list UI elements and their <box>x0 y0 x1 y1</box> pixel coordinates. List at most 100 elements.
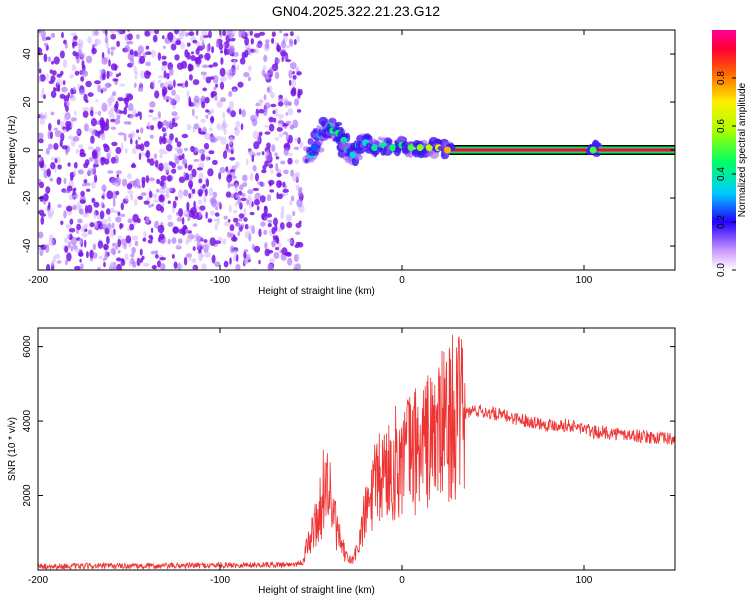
chart-title: GN04.2025.322.21.23.G12 <box>272 3 440 19</box>
noise-speckle <box>171 254 175 259</box>
noise-speckle <box>133 82 137 89</box>
noise-speckle <box>252 187 259 192</box>
noise-speckle <box>66 101 70 107</box>
noise-speckle <box>156 188 160 193</box>
noise-speckle <box>38 132 44 139</box>
noise-speckle <box>112 199 116 207</box>
noise-speckle <box>232 171 235 178</box>
noise-speckle <box>182 158 187 166</box>
noise-speckle <box>233 217 239 223</box>
noise-speckle <box>277 242 282 248</box>
noise-speckle <box>130 137 133 145</box>
noise-speckle <box>187 164 193 171</box>
noise-speckle <box>104 252 108 260</box>
noise-speckle <box>243 71 250 78</box>
noise-speckle <box>149 101 156 108</box>
signal-halo <box>592 152 601 158</box>
noise-speckle <box>193 123 200 130</box>
noise-speckle <box>117 132 125 136</box>
noise-speckle <box>238 218 243 222</box>
noise-speckle <box>81 231 88 238</box>
noise-speckle <box>294 159 300 165</box>
noise-speckle <box>103 243 109 251</box>
noise-speckle <box>205 114 209 119</box>
noise-speckle <box>151 203 155 207</box>
noise-speckle <box>290 88 297 97</box>
noise-speckle <box>116 174 120 178</box>
noise-speckle <box>70 117 77 122</box>
noise-speckle <box>214 222 218 231</box>
noise-speckle <box>191 258 197 264</box>
noise-speckle <box>286 221 293 229</box>
noise-speckle <box>281 247 288 256</box>
noise-speckle <box>45 147 50 155</box>
noise-speckle <box>163 45 166 49</box>
noise-speckle <box>200 95 206 105</box>
noise-speckle <box>205 109 210 113</box>
noise-speckle <box>89 222 95 228</box>
noise-speckle <box>285 214 292 222</box>
noise-speckle <box>110 248 116 255</box>
noise-speckle <box>181 133 189 139</box>
noise-speckle <box>71 64 77 72</box>
noise-speckle <box>161 127 166 133</box>
noise-speckle <box>211 46 215 54</box>
noise-speckle <box>219 166 226 174</box>
noise-speckle <box>252 165 257 172</box>
noise-speckle <box>48 123 52 131</box>
noise-speckle <box>279 30 283 34</box>
noise-speckle <box>174 94 181 103</box>
noise-speckle <box>243 258 249 265</box>
noise-speckle <box>154 90 160 99</box>
noise-speckle <box>136 129 140 134</box>
noise-speckle <box>287 157 293 165</box>
noise-speckle <box>298 88 303 96</box>
noise-speckle <box>271 37 275 44</box>
noise-speckle <box>42 193 49 202</box>
noise-speckle <box>283 169 289 175</box>
noise-speckle <box>124 44 131 53</box>
noise-speckle <box>222 43 226 48</box>
noise-speckle <box>94 80 101 85</box>
noise-speckle <box>167 214 173 220</box>
noise-speckle <box>72 188 75 193</box>
noise-speckle <box>98 255 103 260</box>
noise-speckle <box>218 201 221 207</box>
noise-speckle <box>192 266 197 270</box>
noise-speckle <box>193 95 200 103</box>
noise-speckle <box>38 47 41 55</box>
noise-speckle <box>203 239 208 243</box>
noise-speckle <box>267 219 273 223</box>
noise-speckle <box>269 189 275 193</box>
signal-halo <box>365 148 374 154</box>
noise-speckle <box>275 57 281 64</box>
signal-halo <box>381 137 387 142</box>
noise-speckle <box>77 83 81 90</box>
noise-speckle <box>60 220 64 225</box>
noise-speckle <box>148 121 151 131</box>
noise-speckle <box>237 81 244 88</box>
noise-speckle <box>38 68 42 74</box>
noise-speckle <box>267 223 272 228</box>
noise-speckle <box>266 142 271 149</box>
noise-speckle <box>288 69 293 79</box>
noise-speckle <box>50 162 56 170</box>
noise-speckle <box>281 205 285 214</box>
noise-speckle <box>90 118 97 127</box>
noise-speckle <box>253 33 261 38</box>
noise-speckle <box>87 229 93 235</box>
noise-speckle <box>151 265 157 270</box>
noise-speckle <box>47 56 52 63</box>
noise-speckle <box>106 83 112 87</box>
noise-speckle <box>83 162 89 169</box>
noise-speckle <box>297 242 304 248</box>
snr-panel: -200 -100 0 100 2000 4000 6000 Height of strai… <box>7 327 676 596</box>
noise-speckle <box>164 167 171 173</box>
noise-speckle <box>292 119 299 129</box>
noise-speckle <box>174 30 179 35</box>
noise-speckle <box>78 48 82 56</box>
noise-speckle <box>124 253 129 261</box>
noise-speckle <box>163 70 167 79</box>
noise-speckle <box>212 62 218 67</box>
noise-speckle <box>120 258 126 267</box>
